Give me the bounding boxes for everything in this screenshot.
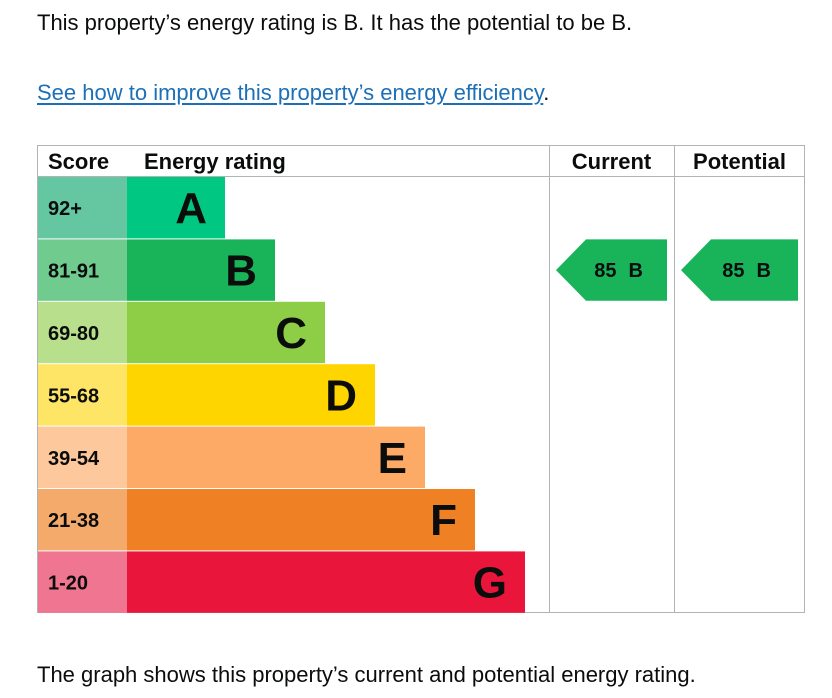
rating-letter-c: C [275,309,307,358]
current-rating-score: 85 [594,260,616,282]
current-header: Current [572,149,652,174]
score-range-e: 39-54 [48,448,100,470]
rating-letter-a: A [175,184,207,233]
rating-letter-e: E [378,434,407,483]
score-range-c: 69-80 [48,323,99,345]
rating-bar-f [127,489,475,551]
potential-rating-score: 85 [722,260,744,282]
score-range-a: 92+ [48,198,82,220]
rating-bar-c [127,301,325,364]
rating-bar-a [127,177,225,239]
rating-letter-g: G [473,559,507,608]
score-cell-e [38,426,127,488]
energy-rating-header: Energy rating [144,149,286,174]
rating-letter-f: F [430,496,457,545]
score-cell-b [38,239,127,301]
improve-link-line: See how to improve this property’s energ… [37,78,549,108]
improve-link-suffix: . [543,80,550,105]
rating-bar-d [127,364,375,426]
rating-summary: This property’s energy rating is B. It h… [37,10,633,35]
rating-bar-g [127,551,525,613]
potential-rating-arrow [681,239,798,301]
potential-header: Potential [693,149,786,174]
chart-caption: The graph shows this property’s current … [37,662,696,687]
rating-bar-b [127,239,275,301]
rating-letter-d: D [325,371,357,420]
score-range-f: 21-38 [48,510,99,532]
improve-efficiency-link[interactable]: See how to improve this property’s energ… [37,80,544,105]
score-cell-c [38,301,127,364]
score-range-d: 55-68 [48,385,99,407]
rating-bar-e [127,426,425,488]
potential-rating-letter: B [757,260,771,282]
score-cell-f [38,489,127,551]
score-cell-a [38,177,127,239]
score-header: Score [48,149,109,174]
score-range-b: 81-91 [48,261,99,283]
current-rating-arrow [556,239,667,301]
energy-rating-chart: Score Energy rating Current Potential 92+ A 81… [37,145,805,613]
score-range-g: 1-20 [48,573,88,595]
current-rating-letter: B [629,260,643,282]
rating-letter-b: B [225,247,257,296]
score-cell-d [38,364,127,426]
score-cell-g [38,551,127,613]
